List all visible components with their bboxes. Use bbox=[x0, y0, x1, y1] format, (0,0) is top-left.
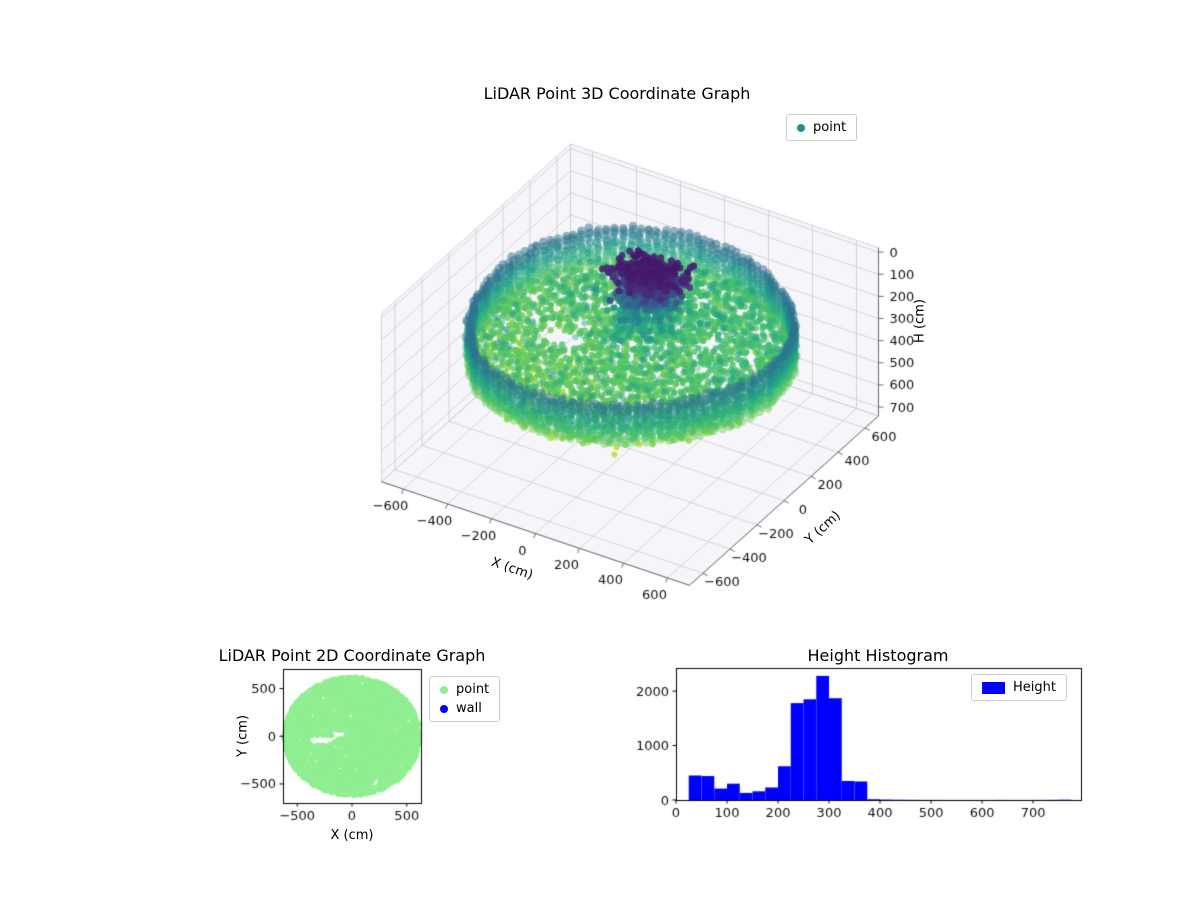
plot2d-legend: point wall bbox=[429, 676, 501, 722]
point-marker-icon bbox=[797, 123, 805, 132]
plot2d-xlabel: X (cm) bbox=[330, 828, 374, 843]
plot3d-zlabel: H (cm) bbox=[912, 299, 928, 343]
legend-entry-height: Height bbox=[982, 680, 1056, 695]
legend-entry-point: point bbox=[797, 120, 846, 135]
legend-entry-point: point bbox=[440, 682, 489, 697]
histogram-legend: Height bbox=[971, 674, 1067, 701]
plot3d-legend: point bbox=[786, 114, 858, 141]
plot3d-title: LiDAR Point 3D Coordinate Graph bbox=[483, 84, 751, 103]
wall-marker-icon bbox=[440, 704, 448, 713]
histogram-title: Height Histogram bbox=[807, 646, 949, 665]
legend-label-point: point bbox=[813, 120, 847, 135]
legend-entry-wall: wall bbox=[440, 701, 489, 716]
legend-label-height: Height bbox=[1013, 680, 1056, 695]
legend-label-wall: wall bbox=[456, 701, 482, 716]
plot2d-ylabel: Y (cm) bbox=[235, 714, 251, 758]
legend-label-point: point bbox=[456, 682, 490, 697]
point-marker-icon bbox=[440, 685, 448, 694]
height-marker-icon bbox=[982, 681, 1005, 694]
plot2d-title: LiDAR Point 2D Coordinate Graph bbox=[218, 646, 486, 665]
